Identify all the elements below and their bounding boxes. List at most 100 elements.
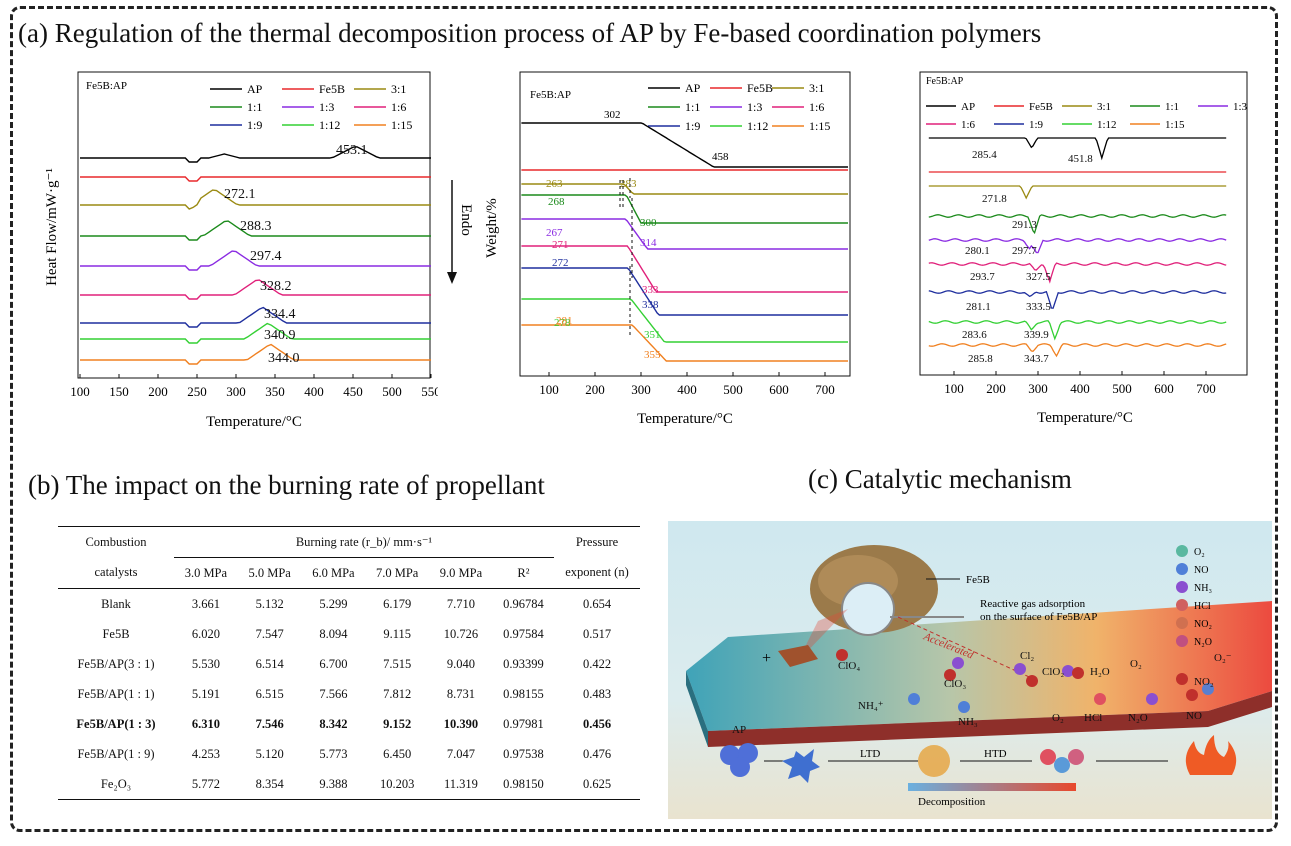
table-cell: 10.390: [443, 716, 479, 731]
legend-entry: 1:6: [809, 100, 824, 114]
x-tick-label: 200: [148, 384, 168, 399]
peak-label: 271: [552, 239, 569, 251]
table-cell: 0.625: [554, 769, 640, 800]
x-tick-label: 200: [585, 382, 605, 397]
table-cell: 9.152: [383, 716, 412, 731]
peak-label: 340.9: [264, 328, 296, 343]
legend-entry: 1:9: [685, 119, 700, 133]
table-cell: 8.731: [446, 686, 475, 701]
x-tick-label: 100: [70, 384, 90, 399]
molecule-sphere: [908, 693, 920, 705]
tg-x-label: Temperature/°C: [637, 411, 733, 427]
dsc-chart: Fe5B:AP AP Fe5B 3:1 1:1 1:3 1:6 1:9 1:12 1:15 45…: [44, 71, 438, 430]
peak-label: 297.7: [1012, 245, 1037, 257]
peak-label: 263: [546, 178, 563, 190]
legend-entry: AP: [961, 101, 975, 113]
x-tick-label: 600: [1154, 381, 1174, 396]
catalyst-name: Fe5B/AP(1 : 3): [76, 716, 156, 731]
peak-label: 281.1: [966, 301, 991, 313]
x-tick-label: 300: [1028, 381, 1048, 396]
tg-curves: 302 458 263 283 268 267 300 271 314 272 333 338 278 3…: [521, 109, 848, 362]
x-tick-label: 450: [343, 384, 363, 399]
molecule-sphere: [1026, 675, 1038, 687]
peak-label: 451.8: [1068, 153, 1093, 165]
peak-label: O₂⁻: [1214, 652, 1232, 664]
col-r2-head: R²: [492, 557, 554, 589]
ap-sphere: [730, 757, 750, 777]
peak-label: 272: [552, 257, 569, 269]
dtg-curves: 285.4 451.8 271.8 291.3 280.1 297.7 293.7 327.5…: [928, 137, 1227, 365]
table-cell: 0.93399: [503, 656, 544, 671]
table-cell: 5.772: [174, 769, 238, 800]
peak-label: 339.9: [1024, 329, 1049, 341]
legend-entry: 3:1: [809, 81, 824, 95]
dsc-x-label: Temperature/°C: [206, 414, 302, 430]
x-tick-label: 250: [187, 384, 207, 399]
table-cell: 5.299: [319, 596, 348, 611]
peak-label: 333.5: [1026, 301, 1051, 313]
dsc-curve: [80, 176, 431, 182]
plus-sign: +: [762, 650, 771, 667]
table-cell: 5.530: [191, 656, 220, 671]
molecule-sphere: [836, 649, 848, 661]
tg-x-ticks: 100 200 300 400 500 600 700: [539, 372, 835, 397]
legend-entry: 1:3: [1233, 101, 1248, 113]
gas-legend-label: HCl: [1194, 601, 1211, 612]
peak-label: O₂: [1130, 658, 1142, 670]
dtg-plot-frame: [919, 71, 1248, 376]
catalyst-name: Fe5B: [102, 626, 130, 641]
peak-label: 453.1: [336, 143, 368, 158]
table-cell: 8.094: [319, 626, 348, 641]
table-cell: 10.203: [365, 769, 430, 800]
molecule-sphere: [1186, 689, 1198, 701]
peak-label: 314: [640, 237, 657, 249]
product-sphere: [1054, 757, 1070, 773]
fire-icon: [1185, 735, 1237, 775]
peak-label: AP: [732, 724, 746, 736]
x-tick-label: 500: [1112, 381, 1132, 396]
decomposition-label: Decomposition: [918, 796, 986, 808]
x-tick-label: 150: [109, 384, 129, 399]
light-beam: [798, 609, 848, 661]
x-tick-label: 700: [1196, 381, 1216, 396]
table-row: Fe5B/AP(1 : 9) 4.253 5.120 5.773 6.450 7.047 0…: [58, 739, 640, 769]
peak-label: NH₃: [958, 716, 978, 728]
x-tick-label: 400: [1070, 381, 1090, 396]
catalyst-name: Fe₂O₃: [58, 769, 174, 800]
catalytic-mechanism-illustration: Fe5B Reactive gas adsorption on the surf…: [668, 521, 1272, 819]
legend-entry: 1:15: [391, 118, 412, 132]
dsc-curve: [80, 146, 431, 163]
tg-curve: [521, 122, 848, 168]
table-cell: 3.661: [191, 596, 220, 611]
peak-label: 328.2: [260, 279, 292, 294]
gas-legend-label: NO₂: [1194, 619, 1212, 630]
reaction-surface: [686, 601, 1272, 731]
table-cell: 6.020: [191, 626, 220, 641]
legend-entry: 1:3: [319, 100, 334, 114]
peak-label: 267: [546, 227, 563, 239]
molecule-sphere: [1202, 683, 1214, 695]
peak-label: 344.0: [268, 351, 300, 366]
table-cell: 6.179: [383, 596, 412, 611]
peak-label: NH₄⁺: [858, 700, 884, 712]
tg-corner-label: Fe5B:AP: [530, 89, 571, 101]
legend-sphere: [1176, 617, 1188, 629]
dtg-curve: [928, 137, 1227, 161]
peak-label: ClO₃: [944, 678, 966, 690]
legend-entry: 1:12: [747, 119, 768, 133]
catalyst-name: Fe5B/AP(1 : 1): [77, 686, 155, 701]
dsc-curve: [80, 220, 431, 241]
table-cell: 0.97584: [503, 626, 544, 641]
surface-edge-front: [708, 691, 1272, 747]
col-exponent-head-bottom: exponent (n): [554, 557, 640, 589]
peak-label: HCl: [1084, 712, 1102, 724]
tg-curve: [521, 267, 848, 316]
table-cell: 0.654: [582, 596, 612, 611]
gas-legend-label: NO: [1194, 565, 1208, 576]
star-crystal: [782, 749, 820, 783]
col-pressure-head: 9.0 MPa: [429, 557, 493, 589]
table-cell: 9.040: [446, 656, 475, 671]
legend-entry: AP: [685, 81, 701, 95]
peak-label: 334.4: [264, 307, 296, 322]
legend-entry: 1:12: [1097, 119, 1117, 131]
